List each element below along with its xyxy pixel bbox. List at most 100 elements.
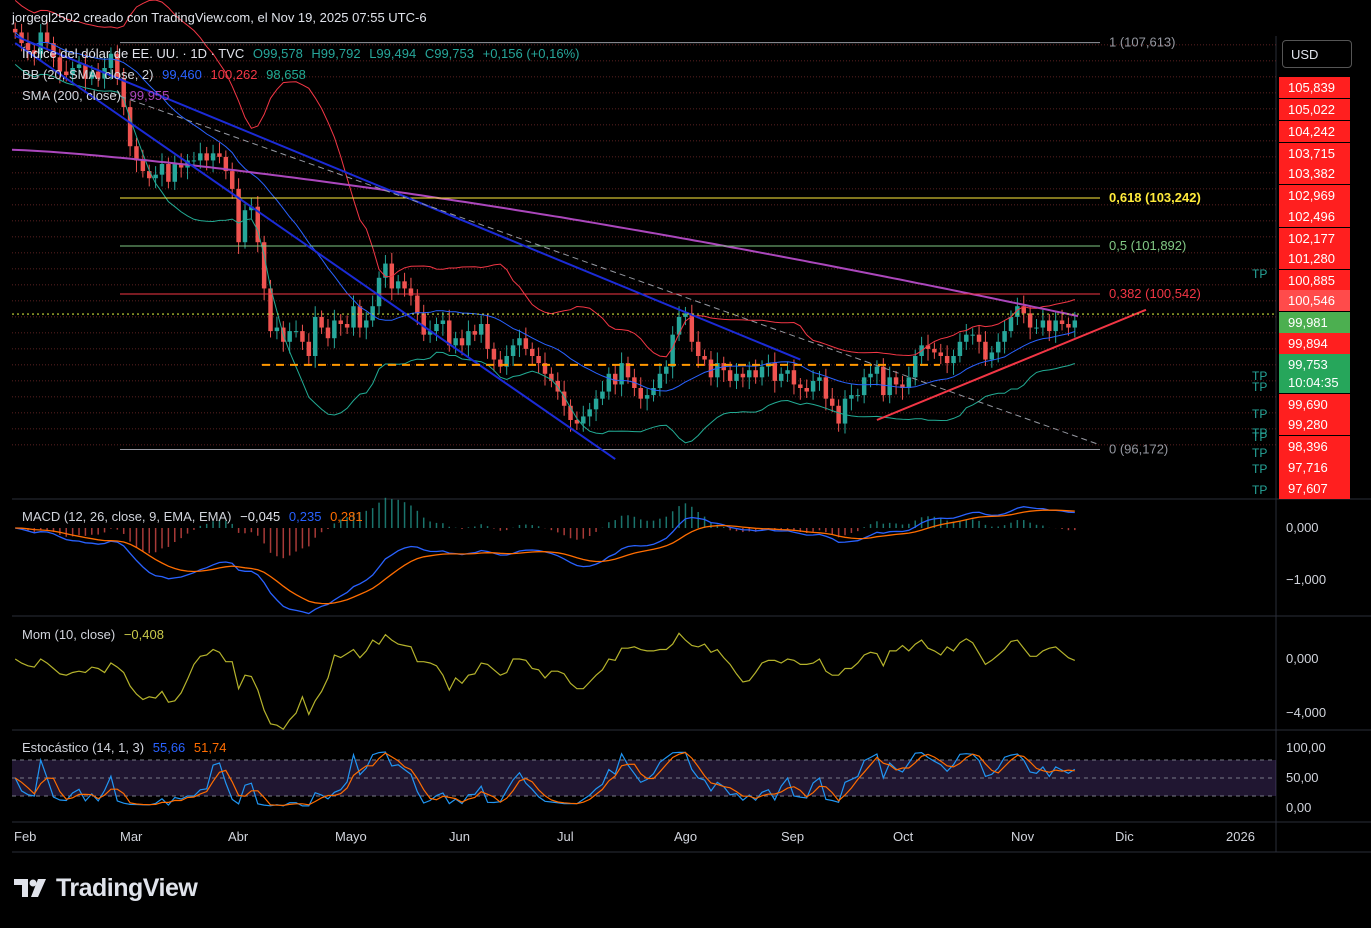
candle-body [1040, 320, 1046, 328]
candle-body [510, 345, 516, 356]
change-value: +0,156 (+0,16%) [482, 46, 580, 61]
candle-body [855, 395, 861, 397]
candle-body [593, 398, 599, 410]
stoch-label: Estocástico (14, 1, 3) [22, 740, 145, 755]
candle-body [568, 405, 573, 420]
price-axis-label: 104,242 [1288, 124, 1335, 139]
time-axis-label: Abr [228, 829, 249, 844]
candle-body [147, 171, 152, 179]
candle-body [644, 395, 650, 399]
candle-body [376, 277, 382, 307]
bb-lower-line [14, 64, 1075, 444]
candle-body [415, 295, 420, 314]
candle-body [925, 345, 931, 349]
candle-body [351, 306, 356, 328]
bb-basis-line [14, 32, 1075, 392]
candle-body [485, 324, 490, 349]
time-axis-label: Jun [449, 829, 470, 844]
macd-label: MACD (12, 26, close, 9, EMA, EMA) [22, 509, 232, 524]
candle-body [38, 32, 43, 54]
bb-legend[interactable]: BB (20, SMA, close, 2) 99,460 100,262 98… [22, 67, 311, 82]
tp-marker: TP [1252, 430, 1267, 444]
candle-body [159, 164, 165, 175]
candle-body [523, 338, 529, 349]
tp-marker: TP [1252, 426, 1267, 440]
candle-body [606, 373, 612, 392]
candle-body [772, 363, 778, 381]
candle-body [498, 359, 503, 367]
candle-body [517, 338, 522, 346]
candle-body [12, 28, 18, 33]
sma-value: 99,955 [129, 88, 170, 103]
price-axis-label: 100,885 [1288, 273, 1335, 288]
candle-body [715, 363, 720, 378]
candle-body [51, 43, 56, 58]
macd-signal-line [15, 509, 1075, 605]
candle-body [1059, 320, 1065, 324]
sma-legend[interactable]: SMA (200, close) 99,955 [22, 88, 174, 103]
price-axis-label-bg [1279, 372, 1350, 393]
price-axis-label: 102,177 [1288, 231, 1335, 246]
momentum-line [14, 632, 1076, 731]
candle-body [906, 377, 912, 388]
candle-body [1015, 306, 1020, 317]
candle-body [657, 373, 663, 388]
candle-body [874, 366, 880, 374]
watermark-text: TradingView [56, 874, 198, 902]
candle-body [574, 420, 580, 424]
candle-body [964, 334, 969, 342]
macd-legend[interactable]: MACD (12, 26, close, 9, EMA, EMA) −0,045… [22, 509, 368, 524]
trendline-red-support [876, 308, 1147, 421]
price-axis-label: 98,396 [1288, 439, 1328, 454]
trendline-dashed [110, 92, 1101, 446]
candle-body [25, 43, 31, 51]
macd-axis-label: 0,000 [1286, 520, 1319, 535]
candle-body [753, 370, 758, 378]
candle-body [1047, 320, 1052, 332]
candle-body [900, 384, 905, 388]
candle-body [121, 78, 126, 108]
candle-body [453, 338, 458, 346]
trendline-blue-steep [14, 42, 616, 460]
candle-body [268, 288, 273, 332]
price-axis-label: 99,753 [1288, 357, 1328, 372]
price-axis-label-bg [1279, 290, 1350, 311]
candle-body [249, 206, 254, 211]
fib-level-label: 0,382 (100,542) [1109, 286, 1201, 301]
price-axis-label: 102,969 [1288, 188, 1335, 203]
candle-body [76, 64, 82, 68]
candle-body [198, 153, 203, 161]
candle-body [638, 388, 643, 399]
mom-legend[interactable]: Mom (10, close) −0,408 [22, 627, 169, 642]
candle-body [447, 320, 452, 346]
candle-body [178, 164, 184, 168]
candle-body [153, 174, 158, 179]
candle-body [740, 373, 746, 378]
stoch-d-line [14, 751, 1075, 807]
time-axis-label: Oct [893, 829, 914, 844]
price-axis-label: 99,280 [1288, 417, 1328, 432]
tp-marker: TP [1252, 369, 1267, 383]
stoch-k-line [14, 751, 1076, 807]
candle-body [306, 341, 312, 356]
tp-marker: TP [1252, 462, 1267, 476]
price-axis-label: 99,981 [1288, 315, 1328, 330]
candle-body [223, 156, 229, 172]
stoch-axis-label: 0,00 [1286, 800, 1311, 815]
currency-button[interactable]: USD [1282, 40, 1352, 68]
symbol-name[interactable]: Índice del dólar de EE. UU. · 1D · TVC [22, 46, 245, 61]
candle-body [970, 334, 975, 336]
candle-body [332, 320, 337, 339]
candle-body [229, 171, 235, 189]
chart-header: jorgegl2502 creado con TradingView.com, … [12, 10, 427, 25]
tp-marker: TP [1252, 483, 1267, 497]
stoch-legend[interactable]: Estocástico (14, 1, 3) 55,66 51,74 [22, 740, 231, 755]
candle-body [695, 341, 701, 356]
candle-body [689, 313, 695, 342]
close-value: C99,753 [424, 46, 474, 61]
candle-body [702, 356, 707, 360]
fib-level-label: 0,5 (101,892) [1109, 238, 1186, 253]
candle-body [491, 348, 497, 360]
candle-body [587, 409, 592, 417]
